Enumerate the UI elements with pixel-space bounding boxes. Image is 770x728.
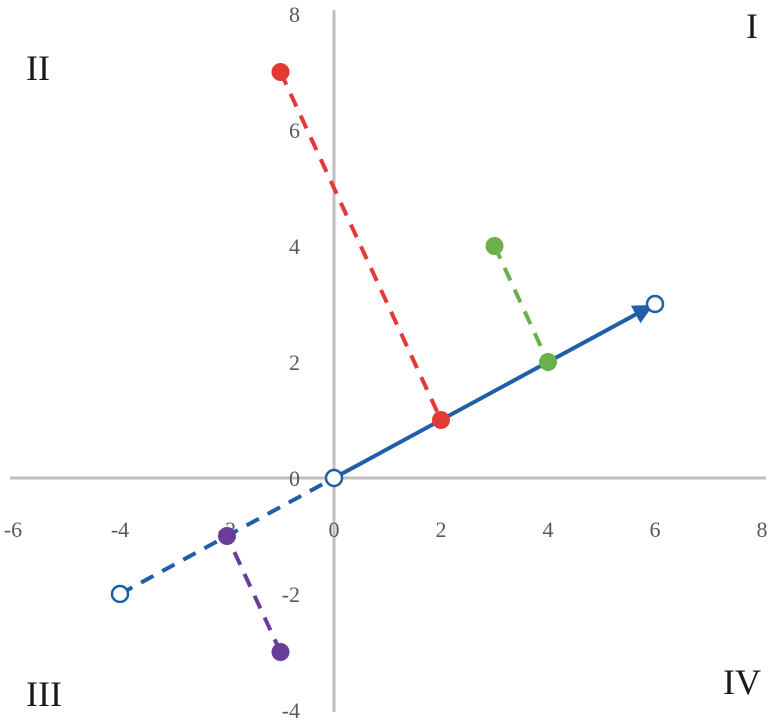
projection-foot-point	[539, 353, 557, 371]
quadrant-label-IV: IV	[723, 662, 761, 702]
y-tick-label: 4	[289, 234, 300, 259]
vector-endpoint-marker	[110, 584, 130, 604]
x-tick-label: -4	[111, 517, 129, 542]
projection-foot-point	[218, 527, 236, 545]
projection-point	[271, 643, 290, 661]
y-tick-label: 8	[289, 2, 300, 27]
y-tick-label: 2	[289, 350, 300, 375]
projection-point	[271, 63, 290, 81]
y-tick-label: -4	[282, 698, 300, 723]
vector-solid-arrow	[340, 304, 654, 476]
quadrant-label-II: II	[26, 48, 50, 88]
x-tick-label: 0	[329, 517, 340, 542]
projection-line	[492, 245, 550, 363]
x-tick-label: -6	[4, 517, 22, 542]
vector-endpoint-marker	[324, 468, 344, 488]
projection-line	[225, 535, 283, 653]
quadrant-label-III: III	[26, 674, 62, 714]
x-tick-label: 6	[650, 517, 661, 542]
projection-point	[485, 237, 504, 255]
vector-endpoint-marker	[645, 294, 665, 314]
projection-foot-point	[432, 411, 450, 429]
x-tick-label: 4	[543, 517, 554, 542]
y-tick-label: -2	[282, 582, 300, 607]
x-tick-label: 2	[436, 517, 447, 542]
projection-line	[278, 71, 443, 421]
quadrant-label-I: I	[746, 6, 758, 46]
x-tick-label: 8	[757, 517, 768, 542]
y-tick-label: 0	[289, 466, 300, 491]
y-tick-label: 6	[289, 118, 300, 143]
